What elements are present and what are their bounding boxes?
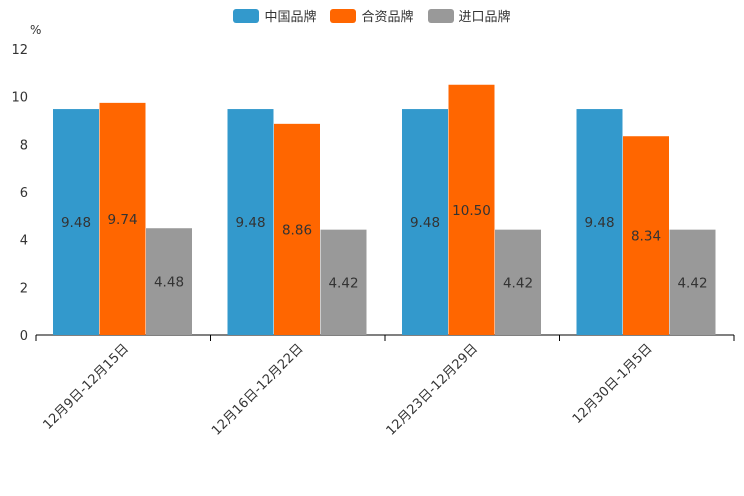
legend-item-jv-brand[interactable]: 合资品牌 [330,6,414,25]
bar-data-label: 8.86 [282,222,312,238]
bar [146,228,192,335]
legend-label-jv-brand: 合资品牌 [361,10,414,25]
y-tick-label: 0 [20,329,28,344]
x-tick-label: 12月23日-12月29日 [384,341,481,438]
bar [53,109,99,335]
bar-data-label: 4.42 [503,275,533,291]
y-tick-label: 12 [11,43,28,58]
bar [320,229,367,335]
legend: 中国品牌 合资品牌 进口品牌 [0,6,744,25]
bar [495,229,541,335]
bar-data-label: 9.48 [61,215,91,231]
bar [402,109,448,335]
bar [576,109,623,335]
bar-data-label: 10.50 [452,203,491,219]
legend-item-china-brand[interactable]: 中国品牌 [233,6,316,25]
legend-label-import-brand: 进口品牌 [458,10,511,25]
x-tick-label: 12月30日-1月5日 [570,341,656,427]
bar [274,123,320,335]
y-tick-label: 4 [20,234,28,249]
bar-data-label: 9.48 [235,215,265,231]
bar-data-label: 9.48 [584,215,614,231]
bar [448,84,495,335]
bar-data-label: 9.48 [410,215,440,231]
x-tick-label: 12月9日-12月15日 [40,341,132,433]
x-tick-label: 12月16日-12月22日 [209,341,306,438]
legend-item-import-brand[interactable]: 进口品牌 [427,6,511,25]
bar [99,102,146,335]
y-unit-label: % [30,23,41,37]
legend-swatch-import-brand [427,8,454,23]
y-tick-label: 10 [11,91,28,106]
y-tick-label: 8 [20,138,28,153]
bar-data-label: 8.34 [631,229,661,245]
bar-data-label: 4.48 [154,275,184,291]
y-tick-label: 6 [20,186,28,201]
legend-swatch-china-brand [233,8,260,23]
bar [227,109,274,335]
bar-data-label: 4.42 [677,275,707,291]
bar-data-label: 9.74 [107,212,137,228]
legend-swatch-jv-brand [330,8,357,23]
bar [669,229,716,335]
bar [623,136,669,335]
bar-data-label: 4.42 [328,275,358,291]
legend-label-china-brand: 中国品牌 [264,10,317,25]
y-tick-label: 2 [20,281,28,296]
